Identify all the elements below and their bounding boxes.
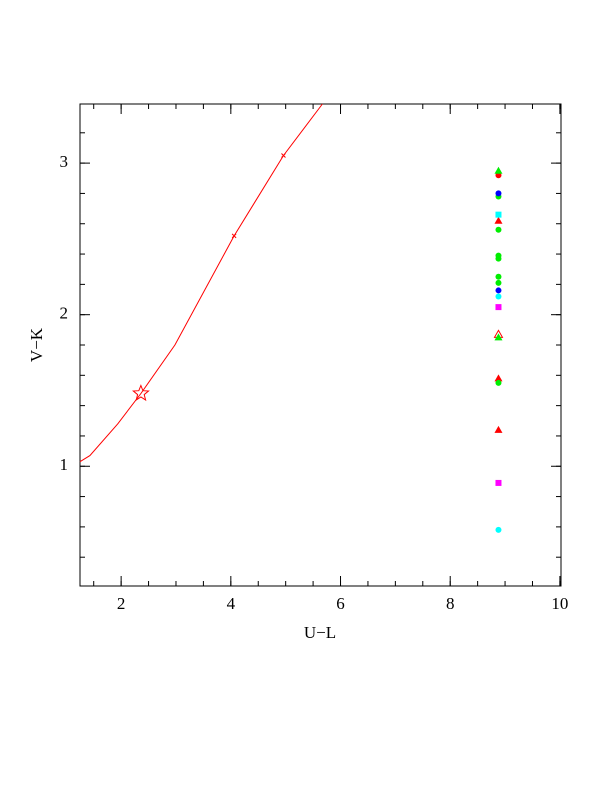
y-tick-label: 3 xyxy=(60,152,69,171)
point xyxy=(495,279,502,286)
point xyxy=(494,333,503,341)
x-tick-label: 8 xyxy=(446,594,455,613)
y-tick-label: 1 xyxy=(60,455,69,474)
point xyxy=(495,255,502,262)
point xyxy=(494,425,503,433)
point xyxy=(495,211,502,218)
point xyxy=(281,153,286,158)
point xyxy=(495,226,502,233)
point xyxy=(132,384,150,402)
point xyxy=(494,216,503,224)
plot-frame xyxy=(79,103,562,587)
x-axis-label: U−L xyxy=(304,623,336,642)
x-tick-label: 6 xyxy=(336,594,345,613)
point xyxy=(495,273,502,280)
x-tick-label: 10 xyxy=(551,594,568,613)
x-tick-label: 4 xyxy=(227,594,236,613)
point xyxy=(495,293,502,300)
point xyxy=(495,526,502,533)
y-axis-label: V−K xyxy=(27,327,46,362)
point xyxy=(495,304,502,311)
point xyxy=(231,233,237,239)
point xyxy=(495,190,502,197)
point xyxy=(495,379,502,386)
point xyxy=(495,287,502,294)
x-tick-label: 2 xyxy=(117,594,126,613)
point xyxy=(494,166,503,174)
y-tick-label: 2 xyxy=(60,304,69,323)
point xyxy=(494,374,503,382)
point xyxy=(495,172,502,179)
curve xyxy=(79,103,323,463)
point xyxy=(495,479,502,486)
